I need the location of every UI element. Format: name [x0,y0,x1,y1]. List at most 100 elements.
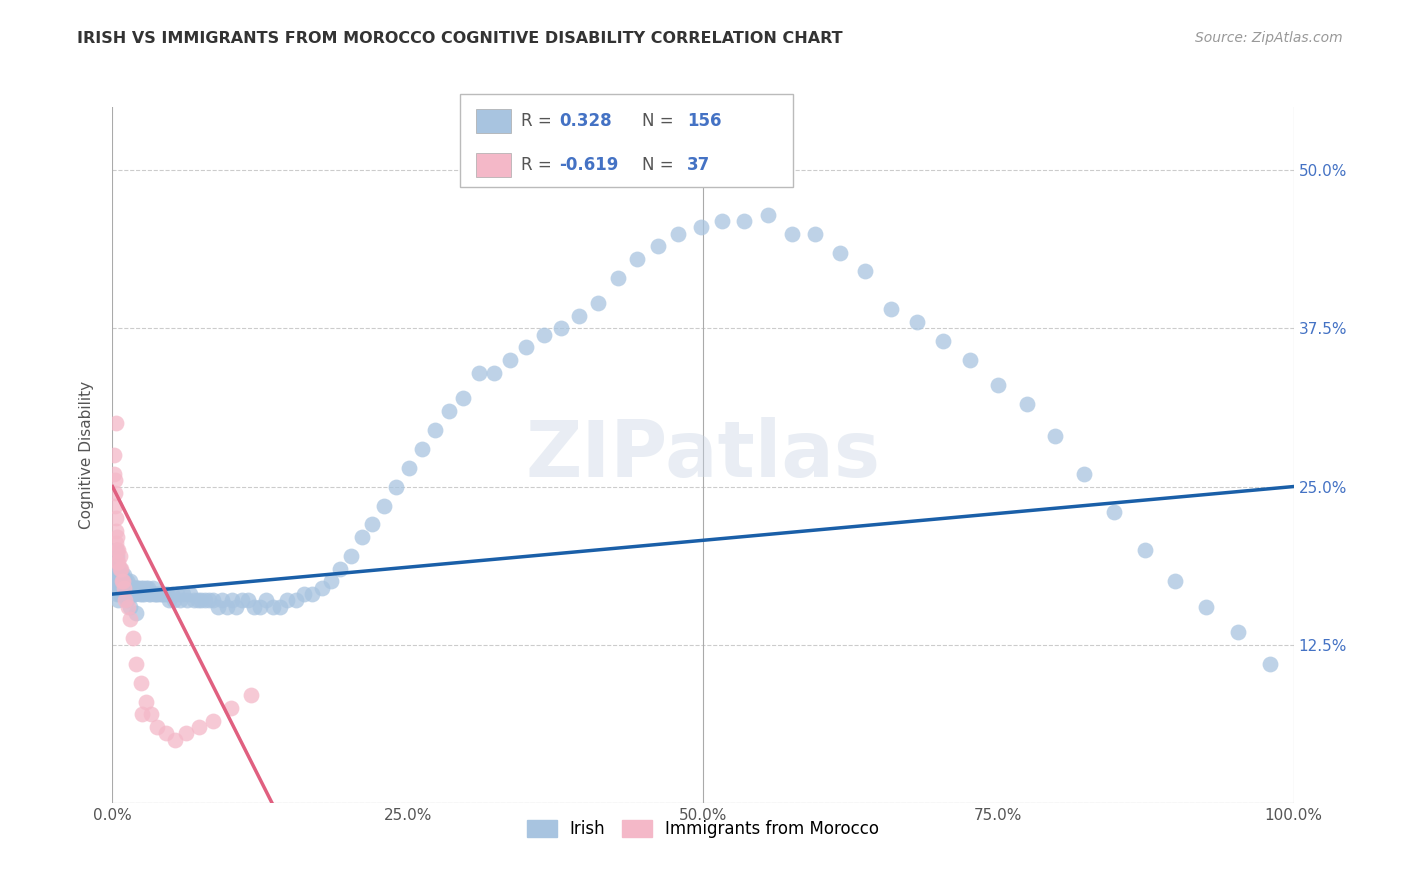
Point [111,587,134,601]
Point [125,657,148,671]
Point [1102,505,1125,519]
Point [112,581,135,595]
Point [104,549,127,563]
Point [231,593,253,607]
Point [211,593,233,607]
Point [110,568,132,582]
Point [828,245,851,260]
Point [959,353,981,368]
Point [221,593,243,607]
Point [115,581,138,595]
Point [114,593,136,607]
Point [120,574,142,589]
Point [105,542,128,557]
Point [932,334,955,348]
Point [146,587,169,601]
Point [136,581,159,595]
Point [262,599,284,614]
Text: R =: R = [522,112,557,130]
Text: IRISH VS IMMIGRANTS FROM MOROCCO COGNITIVE DISABILITY CORRELATION CHART: IRISH VS IMMIGRANTS FROM MOROCCO COGNITI… [77,31,844,46]
Point [129,581,152,595]
Text: R =: R = [522,156,557,174]
Text: 0.328: 0.328 [560,112,612,130]
Point [103,448,125,462]
Point [179,587,201,601]
Point [105,549,128,563]
Point [225,599,247,614]
Point [108,562,131,576]
Point [107,562,129,576]
Point [329,562,352,576]
Point [172,587,194,601]
Point [111,574,134,589]
Point [733,214,755,228]
Point [105,574,128,589]
Point [141,707,163,722]
Point [361,517,384,532]
Point [103,556,125,570]
Point [108,587,131,601]
Point [114,574,136,589]
Point [118,587,141,601]
Point [201,714,224,728]
Point [269,599,291,614]
Point [112,574,135,589]
Point [666,227,689,241]
Point [117,581,139,595]
Point [176,593,198,607]
Point [105,417,128,431]
Point [105,511,128,525]
Point [190,593,212,607]
Point [117,587,139,601]
Point [215,599,238,614]
Point [131,587,153,601]
Point [219,701,242,715]
Point [104,556,127,570]
Point [249,599,271,614]
Point [515,340,537,354]
Point [243,599,266,614]
Point [284,593,307,607]
Text: N =: N = [643,112,679,130]
Point [905,315,928,329]
Point [104,568,127,582]
Point [1195,599,1218,614]
Point [107,593,129,607]
Point [110,587,132,601]
Point [880,302,903,317]
Text: Source: ZipAtlas.com: Source: ZipAtlas.com [1195,31,1343,45]
Point [155,726,177,740]
Point [112,574,135,589]
Point [139,587,162,601]
Point [1227,625,1250,640]
Point [115,574,138,589]
Point [201,593,224,607]
Point [183,593,205,607]
Point [107,542,129,557]
Point [451,391,474,405]
Point [568,309,591,323]
Point [198,593,221,607]
Point [626,252,648,266]
Point [112,568,135,582]
Point [108,581,131,595]
Point [1043,429,1066,443]
Point [132,581,155,595]
Point [120,581,142,595]
Text: 156: 156 [686,112,721,130]
Point [292,587,315,601]
Point [423,423,446,437]
Point [166,587,188,601]
Text: ZIPatlas: ZIPatlas [526,417,880,493]
Point [128,587,150,601]
Point [105,581,128,595]
Point [110,562,132,576]
Point [108,562,131,576]
Point [108,568,131,582]
Point [111,574,134,589]
Point [373,499,395,513]
Point [239,688,262,702]
Point [111,568,134,582]
Point [138,587,160,601]
Point [120,587,142,601]
